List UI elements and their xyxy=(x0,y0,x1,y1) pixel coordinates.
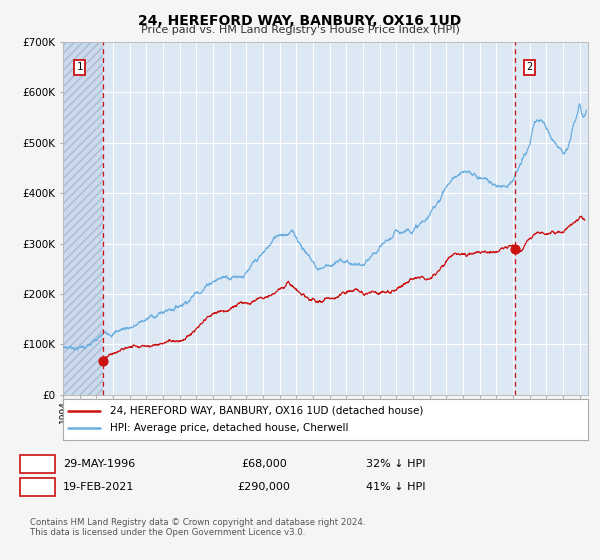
Text: 41% ↓ HPI: 41% ↓ HPI xyxy=(366,482,426,492)
Text: 32% ↓ HPI: 32% ↓ HPI xyxy=(366,459,426,469)
Polygon shape xyxy=(63,42,103,395)
Text: Price paid vs. HM Land Registry's House Price Index (HPI): Price paid vs. HM Land Registry's House … xyxy=(140,25,460,35)
Text: 2: 2 xyxy=(34,482,41,492)
Text: 19-FEB-2021: 19-FEB-2021 xyxy=(64,482,134,492)
Text: Contains HM Land Registry data © Crown copyright and database right 2024.
This d: Contains HM Land Registry data © Crown c… xyxy=(30,518,365,538)
Text: £290,000: £290,000 xyxy=(238,482,290,492)
Text: £68,000: £68,000 xyxy=(241,459,287,469)
Point xyxy=(510,244,520,253)
Text: 24, HEREFORD WAY, BANBURY, OX16 1UD: 24, HEREFORD WAY, BANBURY, OX16 1UD xyxy=(139,14,461,28)
Text: 2: 2 xyxy=(527,62,533,72)
Point xyxy=(98,356,108,365)
Text: 1: 1 xyxy=(77,62,83,72)
Text: 24, HEREFORD WAY, BANBURY, OX16 1UD (detached house): 24, HEREFORD WAY, BANBURY, OX16 1UD (det… xyxy=(110,405,424,416)
Text: HPI: Average price, detached house, Cherwell: HPI: Average price, detached house, Cher… xyxy=(110,423,349,433)
Text: 1: 1 xyxy=(34,459,41,469)
Text: 29-MAY-1996: 29-MAY-1996 xyxy=(63,459,135,469)
